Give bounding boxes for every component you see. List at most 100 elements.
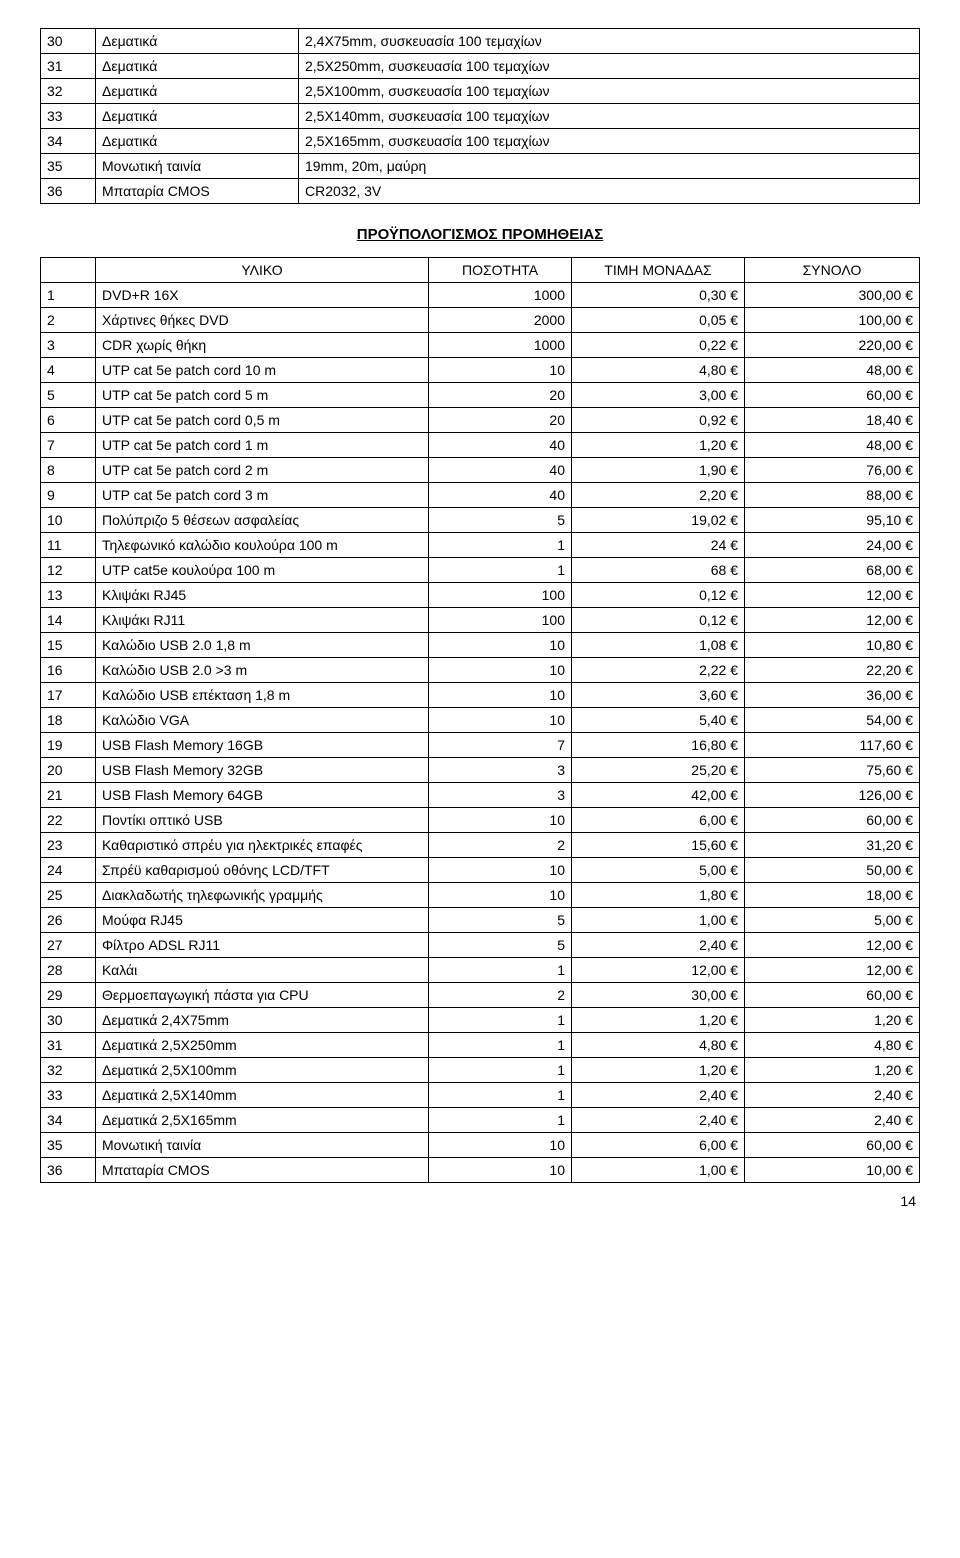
cell: Τηλεφωνικό καλώδιο κουλούρα 100 m: [96, 533, 429, 558]
cell: 12,00 €: [745, 608, 920, 633]
cell: 1,08 €: [572, 633, 745, 658]
cell: 0,30 €: [572, 283, 745, 308]
cell: 10: [429, 858, 572, 883]
cell: Μονωτική ταινία: [96, 154, 299, 179]
cell: 2,40 €: [572, 1108, 745, 1133]
cell: 10: [429, 658, 572, 683]
cell: UTP cat 5e patch cord 1 m: [96, 433, 429, 458]
cell: DVD+R 16X: [96, 283, 429, 308]
table-row: 24Σπρέϋ καθαρισμού οθόνης LCD/TFT105,00 …: [41, 858, 920, 883]
cell: Μπαταρία CMOS: [96, 1158, 429, 1183]
cell: UTP cat 5e patch cord 5 m: [96, 383, 429, 408]
column-header: [41, 258, 96, 283]
cell: 23: [41, 833, 96, 858]
cell: Φίλτρο ADSL RJ11: [96, 933, 429, 958]
specs-table: 30Δεματικά2,4Χ75mm, συσκευασία 100 τεμαχ…: [40, 28, 920, 204]
cell: UTP cat 5e patch cord 3 m: [96, 483, 429, 508]
table-row: 9UTP cat 5e patch cord 3 m402,20 €88,00 …: [41, 483, 920, 508]
cell: 40: [429, 433, 572, 458]
cell: Δεματικά 2,4Χ75mm: [96, 1008, 429, 1033]
cell: 12,00 €: [745, 933, 920, 958]
cell: 30: [41, 1008, 96, 1033]
cell: 3,00 €: [572, 383, 745, 408]
cell: 10: [429, 708, 572, 733]
table-row: 36Μπαταρία CMOS101,00 €10,00 €: [41, 1158, 920, 1183]
cell: 32: [41, 79, 96, 104]
cell: 5: [41, 383, 96, 408]
table-row: 16Καλώδιο USB 2.0 >3 m102,22 €22,20 €: [41, 658, 920, 683]
cell: 18,00 €: [745, 883, 920, 908]
cell: UTP cat 5e patch cord 0,5 m: [96, 408, 429, 433]
table-row: 31Δεματικά 2,5Χ250mm14,80 €4,80 €: [41, 1033, 920, 1058]
cell: 0,22 €: [572, 333, 745, 358]
cell: 2,5Χ165mm, συσκευασία 100 τεμαχίων: [299, 129, 920, 154]
cell: 1: [429, 1083, 572, 1108]
budget-table: ΥΛΙΚΟΠΟΣΟΤΗΤΑΤΙΜΗ ΜΟΝΑΔΑΣΣΥΝΟΛΟ 1DVD+R 1…: [40, 257, 920, 1183]
cell: UTP cat 5e patch cord 10 m: [96, 358, 429, 383]
cell: 1: [429, 1058, 572, 1083]
cell: 20: [429, 383, 572, 408]
table-row: 28Καλάι112,00 €12,00 €: [41, 958, 920, 983]
cell: 19,02 €: [572, 508, 745, 533]
cell: 5: [429, 508, 572, 533]
cell: 15: [41, 633, 96, 658]
cell: Δεματικά 2,5Χ165mm: [96, 1108, 429, 1133]
section-heading: ΠΡΟΫΠΟΛΟΓΙΣΜΟΣ ΠΡΟΜΗΘΕΙΑΣ: [40, 226, 920, 243]
cell: 1,00 €: [572, 1158, 745, 1183]
cell: 126,00 €: [745, 783, 920, 808]
cell: 2,5Χ250mm, συσκευασία 100 τεμαχίων: [299, 54, 920, 79]
table-row: 10Πολύπριζο 5 θέσεων ασφαλείας519,02 €95…: [41, 508, 920, 533]
cell: 1,20 €: [572, 1008, 745, 1033]
cell: 2,5Χ100mm, συσκευασία 100 τεμαχίων: [299, 79, 920, 104]
cell: 8: [41, 458, 96, 483]
cell: 48,00 €: [745, 433, 920, 458]
cell: 22: [41, 808, 96, 833]
cell: 60,00 €: [745, 383, 920, 408]
table-row: 36Μπαταρία CMOSCR2032, 3V: [41, 179, 920, 204]
table-row: 11Τηλεφωνικό καλώδιο κουλούρα 100 m124 €…: [41, 533, 920, 558]
table-row: 30Δεματικά 2,4Χ75mm11,20 €1,20 €: [41, 1008, 920, 1033]
cell: 6,00 €: [572, 808, 745, 833]
cell: 0,92 €: [572, 408, 745, 433]
table-row: 5UTP cat 5e patch cord 5 m203,00 €60,00 …: [41, 383, 920, 408]
table-row: 20USB Flash Memory 32GB325,20 €75,60 €: [41, 758, 920, 783]
cell: 27: [41, 933, 96, 958]
cell: 42,00 €: [572, 783, 745, 808]
table-row: 25Διακλαδωτής τηλεφωνικής γραμμής101,80 …: [41, 883, 920, 908]
table-row: 26Μούφα RJ4551,00 €5,00 €: [41, 908, 920, 933]
cell: 1: [429, 958, 572, 983]
cell: Κλιψάκι RJ11: [96, 608, 429, 633]
cell: 21: [41, 783, 96, 808]
cell: 18,40 €: [745, 408, 920, 433]
cell: USB Flash Memory 32GB: [96, 758, 429, 783]
table-row: 21USB Flash Memory 64GB342,00 €126,00 €: [41, 783, 920, 808]
cell: 34: [41, 1108, 96, 1133]
cell: Δεματικά: [96, 29, 299, 54]
cell: 5,00 €: [745, 908, 920, 933]
cell: 10,80 €: [745, 633, 920, 658]
cell: 3: [429, 758, 572, 783]
column-header: ΤΙΜΗ ΜΟΝΑΔΑΣ: [572, 258, 745, 283]
cell: 3,60 €: [572, 683, 745, 708]
cell: Μούφα RJ45: [96, 908, 429, 933]
cell: Καλώδιο USB επέκταση 1,8 m: [96, 683, 429, 708]
cell: 16,80 €: [572, 733, 745, 758]
cell: 14: [41, 608, 96, 633]
cell: Ποντίκι οπτικό USB: [96, 808, 429, 833]
cell: Δεματικά 2,5Χ140mm: [96, 1083, 429, 1108]
cell: Μονωτική ταινία: [96, 1133, 429, 1158]
cell: UTP cat 5e patch cord 2 m: [96, 458, 429, 483]
cell: Καθαριστικό σπρέυ για ηλεκτρικές επαφές: [96, 833, 429, 858]
table-row: 35Μονωτική ταινία106,00 €60,00 €: [41, 1133, 920, 1158]
cell: 4,80 €: [572, 358, 745, 383]
cell: 12,00 €: [745, 958, 920, 983]
cell: Δεματικά 2,5Χ250mm: [96, 1033, 429, 1058]
cell: 10: [429, 1158, 572, 1183]
table-row: 33Δεματικά 2,5Χ140mm12,40 €2,40 €: [41, 1083, 920, 1108]
cell: Δεματικά: [96, 79, 299, 104]
table-row: 18Καλώδιο VGA105,40 €54,00 €: [41, 708, 920, 733]
cell: 95,10 €: [745, 508, 920, 533]
cell: 40: [429, 458, 572, 483]
cell: 4,80 €: [745, 1033, 920, 1058]
cell: 40: [429, 483, 572, 508]
